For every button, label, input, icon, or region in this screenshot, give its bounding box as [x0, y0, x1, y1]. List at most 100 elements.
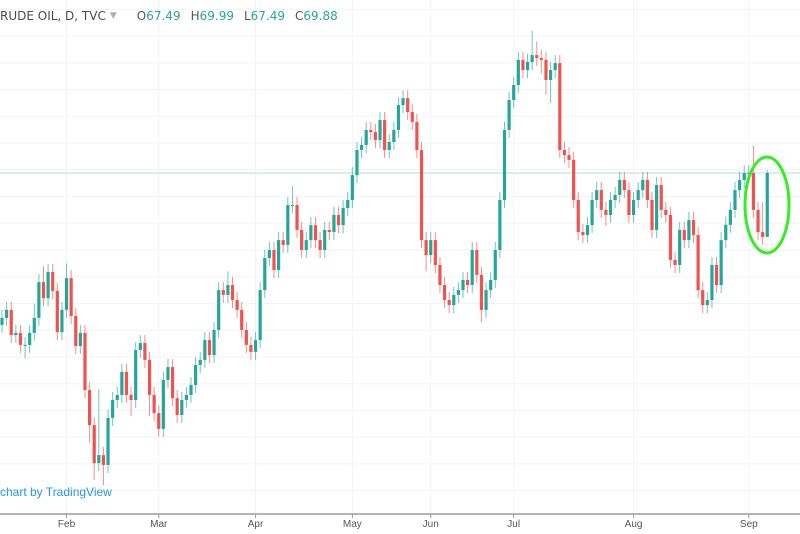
candle	[74, 308, 78, 355]
candle-body	[170, 367, 175, 399]
candle	[733, 182, 737, 218]
candle-body	[92, 425, 96, 464]
candle	[452, 286, 456, 314]
candle-body	[313, 225, 318, 241]
candle-body	[290, 205, 295, 207]
candle	[83, 324, 87, 399]
candle-body	[5, 309, 9, 318]
tradingview-watermark[interactable]: chart by TradingView	[0, 485, 112, 499]
candle	[180, 391, 184, 423]
candle-body	[475, 250, 479, 275]
candle-body	[627, 190, 631, 215]
candle-body	[37, 282, 41, 318]
candle-body	[143, 343, 147, 360]
chevron-down-icon[interactable]: ▼	[109, 11, 117, 21]
candle-body	[562, 150, 567, 156]
candle-body	[138, 343, 142, 350]
candle-body	[521, 59, 525, 71]
candle-body	[576, 200, 580, 233]
candle-body	[69, 278, 73, 317]
x-tick-label: Aug	[625, 519, 643, 530]
candle-body	[152, 394, 156, 414]
candle-body	[452, 294, 456, 306]
candle	[203, 332, 207, 368]
candle	[69, 270, 73, 325]
candle-body	[415, 121, 419, 150]
symbol-title[interactable]: RUDE OIL, D, TVC	[0, 9, 106, 23]
candle	[51, 263, 55, 299]
candle	[355, 141, 359, 184]
candle-body	[604, 209, 608, 215]
candle-body	[682, 229, 686, 241]
candle	[631, 191, 636, 223]
candle-body	[23, 344, 27, 346]
candle	[742, 164, 746, 188]
candle-body	[696, 235, 700, 291]
candle-body	[129, 394, 133, 400]
candle	[18, 324, 23, 353]
candle	[277, 232, 281, 279]
candle-body	[599, 190, 603, 210]
candle	[470, 241, 474, 294]
candle	[327, 221, 331, 241]
candle	[728, 201, 732, 233]
candle-body	[235, 300, 239, 310]
candle-body	[332, 214, 336, 233]
candle-body	[60, 309, 64, 333]
candle-body	[263, 258, 267, 291]
time-axis[interactable]: Feb Mar Apr May Jun Jul Aug Sep	[58, 514, 758, 530]
candles	[0, 30, 769, 486]
candle	[641, 171, 645, 199]
candle	[705, 291, 709, 314]
candle	[235, 291, 239, 318]
candle-body	[101, 455, 106, 465]
candle	[498, 191, 502, 259]
candle-body	[300, 229, 304, 250]
candle-body	[207, 340, 212, 356]
candle	[461, 271, 465, 299]
candle	[484, 282, 488, 318]
candle-body	[106, 417, 110, 465]
candle-body	[134, 350, 138, 400]
symbol-legend: RUDE OIL, D, TVC ▼ O 67.49 H 69.99 L 67.49 …	[0, 9, 338, 23]
candle	[502, 121, 507, 209]
candle	[618, 171, 622, 203]
candle-body	[618, 179, 622, 195]
candle	[341, 200, 345, 234]
candle	[152, 386, 156, 422]
candle	[613, 186, 617, 209]
candle	[318, 232, 322, 259]
candle	[313, 217, 318, 249]
candle	[46, 263, 50, 307]
candle-body	[341, 208, 345, 226]
candle-body	[456, 290, 460, 295]
candle-body	[249, 344, 253, 352]
candle	[479, 266, 484, 323]
candle-body	[636, 190, 640, 200]
candle	[120, 363, 124, 403]
candle	[28, 324, 32, 353]
annotation-ellipse[interactable]	[743, 155, 791, 255]
candle	[604, 201, 608, 226]
candle	[189, 377, 193, 403]
candle	[682, 221, 686, 249]
candle-body	[678, 229, 682, 265]
x-tick-label: Jul	[507, 519, 520, 530]
candle-body	[493, 250, 497, 280]
candle	[272, 241, 276, 279]
candle-body	[184, 394, 188, 400]
candle	[170, 359, 175, 407]
candle	[687, 212, 691, 249]
candle-body	[650, 200, 654, 230]
candle-body	[364, 129, 368, 145]
candle-body	[590, 200, 594, 226]
candle-body	[147, 359, 152, 395]
candle	[207, 332, 212, 364]
candle	[595, 182, 599, 209]
candle	[253, 332, 258, 360]
candle	[258, 282, 262, 349]
candle-body	[641, 179, 645, 191]
candle-body	[655, 185, 659, 230]
candle	[530, 30, 534, 71]
